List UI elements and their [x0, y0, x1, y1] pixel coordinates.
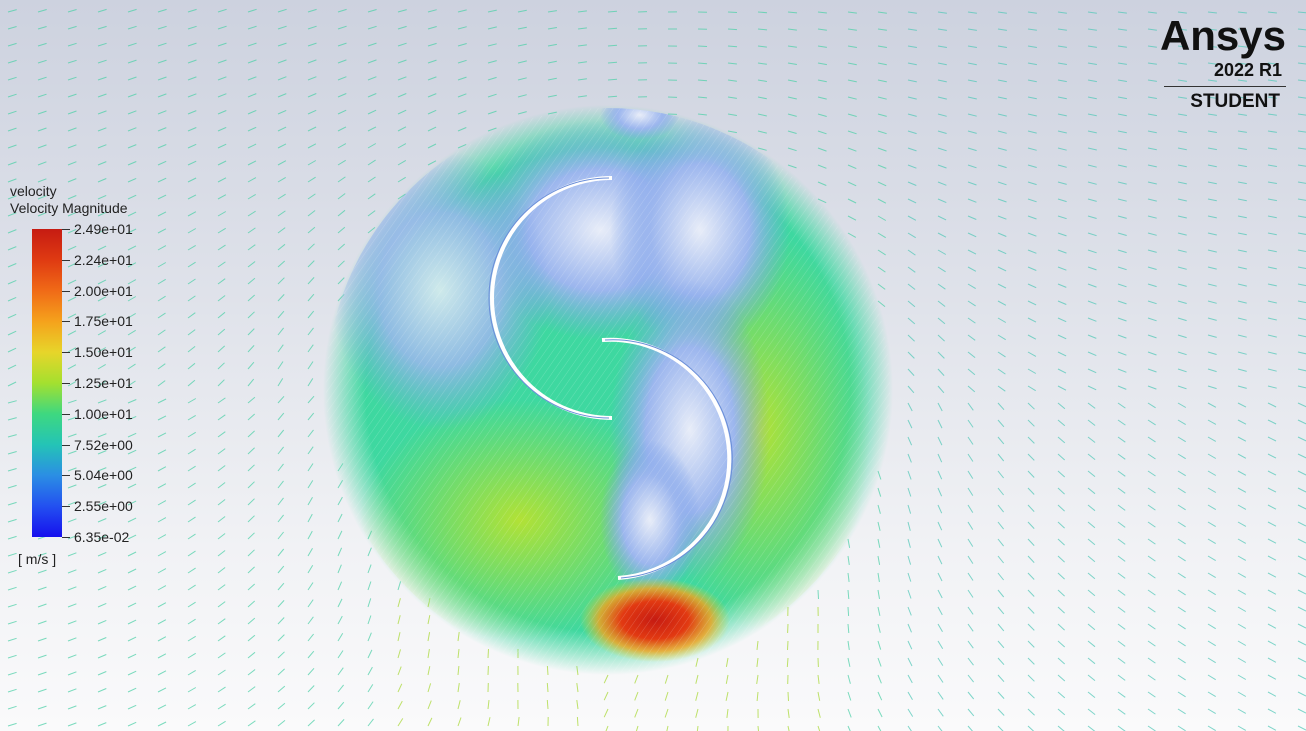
legend-tick-mark — [62, 290, 70, 292]
legend-tick-mark — [62, 413, 70, 415]
legend-tick-label: 2.55e+00 — [74, 498, 133, 515]
legend-tick-label: 1.25e+01 — [74, 375, 133, 391]
legend-tick-mark — [62, 475, 70, 477]
legend-tick-label: 2.24e+01 — [74, 251, 133, 268]
logo-name: Ansys — [1159, 12, 1286, 59]
legend-tick-label: 1.75e+01 — [74, 313, 133, 330]
legend-subtitle: Velocity Magnitude — [10, 200, 128, 216]
ansys-logo: Ansys 2022 R1 STUDENT — [1146, 14, 1286, 113]
logo-version: 2022 R1 — [1213, 60, 1282, 80]
legend-tick-mark — [62, 506, 70, 508]
rotor-flow-region — [323, 105, 893, 675]
legend-tick-mark — [62, 444, 70, 446]
savonius-rotor-blades — [488, 176, 733, 580]
legend-tick-label: 7.52e+00 — [74, 436, 133, 453]
legend-tick-mark — [62, 321, 70, 323]
legend-tick-label: 1.00e+01 — [74, 405, 133, 422]
color-legend: velocity Velocity Magnitude 2.49e+01 2.24… — [0, 0, 200, 731]
logo-edition: STUDENT — [1190, 91, 1280, 112]
legend-colorbar — [32, 229, 62, 537]
legend-tick-mark — [62, 352, 70, 354]
legend-tick-mark — [62, 537, 70, 538]
legend-tick-label: 1.50e+01 — [74, 344, 133, 361]
legend-unit: [ m/s ] — [18, 551, 57, 567]
legend-tick-mark — [62, 383, 70, 384]
legend-tick-label: 6.35e-02 — [74, 529, 130, 545]
logo-divider — [1164, 86, 1286, 87]
legend-tick-mark — [62, 229, 70, 230]
legend-tick-mark — [62, 259, 70, 261]
legend-tick-label: 2.00e+01 — [74, 282, 133, 299]
legend-tick-label: 2.49e+01 — [74, 221, 133, 237]
legend-title: velocity — [10, 183, 57, 199]
legend-tick-label: 5.04e+00 — [74, 467, 133, 484]
